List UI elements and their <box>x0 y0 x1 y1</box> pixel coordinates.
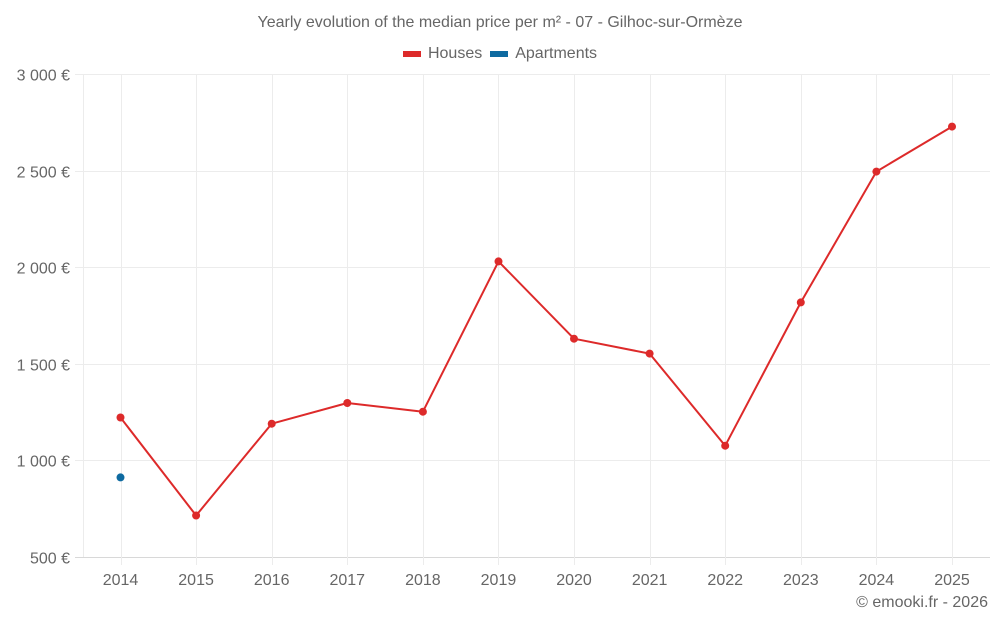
series-layer <box>116 122 956 520</box>
x-tick-label: 2018 <box>405 572 441 589</box>
x-tick-label: 2015 <box>178 572 214 589</box>
houses-swatch-icon <box>402 51 421 57</box>
legend-item-apartments[interactable]: Apartments <box>490 45 597 63</box>
x-tick-label: 2024 <box>859 572 895 589</box>
credit-text: © emooki.fr - 2026 <box>856 594 988 611</box>
data-point-houses[interactable] <box>948 122 956 131</box>
x-tick-label: 2021 <box>632 572 668 589</box>
data-point-houses[interactable] <box>418 407 427 416</box>
data-point-houses[interactable] <box>570 334 578 343</box>
chart-title: Yearly evolution of the median price per… <box>257 14 743 31</box>
data-point-houses[interactable] <box>494 257 503 266</box>
legend-label-houses: Houses <box>427 45 483 62</box>
apartments-swatch-icon <box>490 51 509 57</box>
gridlines <box>75 74 990 565</box>
x-tick-label: 2019 <box>481 572 517 589</box>
data-point-houses[interactable] <box>796 298 805 307</box>
data-point-houses[interactable] <box>267 419 276 428</box>
legend-label-apartments: Apartments <box>515 45 598 62</box>
y-tick-label: 1 500 € <box>17 358 70 375</box>
data-point-houses[interactable] <box>645 349 654 358</box>
x-tick-label: 2014 <box>103 572 139 589</box>
legend: Houses Apartments <box>0 45 1000 63</box>
data-point-houses[interactable] <box>116 413 125 422</box>
y-tick-label: 2 000 € <box>17 261 70 278</box>
data-point-houses[interactable] <box>721 441 730 450</box>
x-tick-label: 2025 <box>934 572 970 589</box>
x-axis: 2014 2015 2016 2017 2018 2019 2020 2021 2022 2023… <box>103 572 970 589</box>
data-point-apartments[interactable] <box>116 473 125 482</box>
series-line-houses <box>119 125 953 517</box>
y-axis: 500 € 1 000 € 1 500 € 2 000 € 2 500 € 3 000 € <box>17 68 70 568</box>
data-point-houses[interactable] <box>343 399 352 407</box>
y-tick-label: 2 500 € <box>17 165 70 182</box>
x-tick-label: 2020 <box>556 572 592 589</box>
x-tick-label: 2016 <box>254 572 290 589</box>
x-tick-label: 2017 <box>329 572 365 589</box>
y-tick-label: 1 000 € <box>17 454 70 471</box>
data-point-houses[interactable] <box>872 167 881 176</box>
x-tick-label: 2023 <box>783 572 819 589</box>
y-tick-label: 500 € <box>30 551 70 568</box>
legend-item-houses[interactable]: Houses <box>402 45 483 63</box>
y-tick-label: 3 000 € <box>17 68 70 85</box>
data-point-houses[interactable] <box>192 511 201 520</box>
x-tick-label: 2022 <box>707 572 743 589</box>
